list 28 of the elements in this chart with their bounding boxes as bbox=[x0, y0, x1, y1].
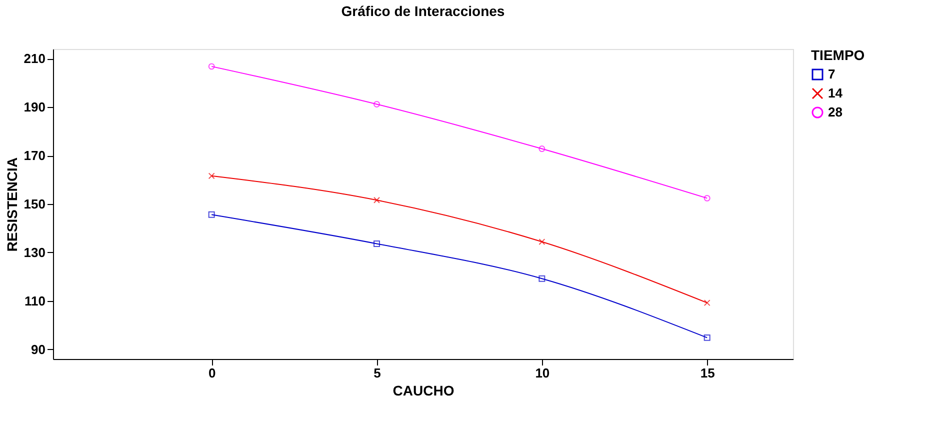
point bbox=[374, 196, 380, 204]
point bbox=[538, 146, 546, 152]
y-tick-label: 130 bbox=[24, 244, 46, 260]
y-tick-label: 90 bbox=[31, 342, 46, 357]
point bbox=[704, 334, 710, 341]
x-tick-label: 0 bbox=[208, 366, 216, 380]
legend-label: 7 bbox=[828, 66, 836, 82]
point bbox=[538, 238, 546, 246]
y-axis-title: RESISTENCIA bbox=[4, 157, 20, 252]
chart-title: Gráfico de Interacciones bbox=[341, 3, 505, 19]
point bbox=[538, 275, 546, 282]
x-axis-title: CAUCHO bbox=[392, 382, 454, 398]
point bbox=[704, 300, 710, 306]
y-tick-label: 190 bbox=[24, 100, 46, 115]
point bbox=[208, 211, 215, 218]
point bbox=[374, 240, 380, 247]
point bbox=[208, 172, 215, 180]
y-tick-label: 170 bbox=[24, 148, 46, 164]
legend-label: 28 bbox=[828, 104, 842, 120]
legend-title: TIEMPO bbox=[811, 47, 865, 63]
y-tick-label: 210 bbox=[24, 51, 46, 66]
legend-label: 14 bbox=[828, 86, 844, 100]
y-tick-label: 110 bbox=[24, 293, 46, 308]
x-tick-label: 10 bbox=[535, 366, 550, 380]
x-tick-label: 15 bbox=[700, 366, 715, 380]
point bbox=[374, 100, 380, 108]
x-tick-label: 5 bbox=[374, 366, 381, 380]
y-tick-label: 150 bbox=[24, 196, 46, 212]
